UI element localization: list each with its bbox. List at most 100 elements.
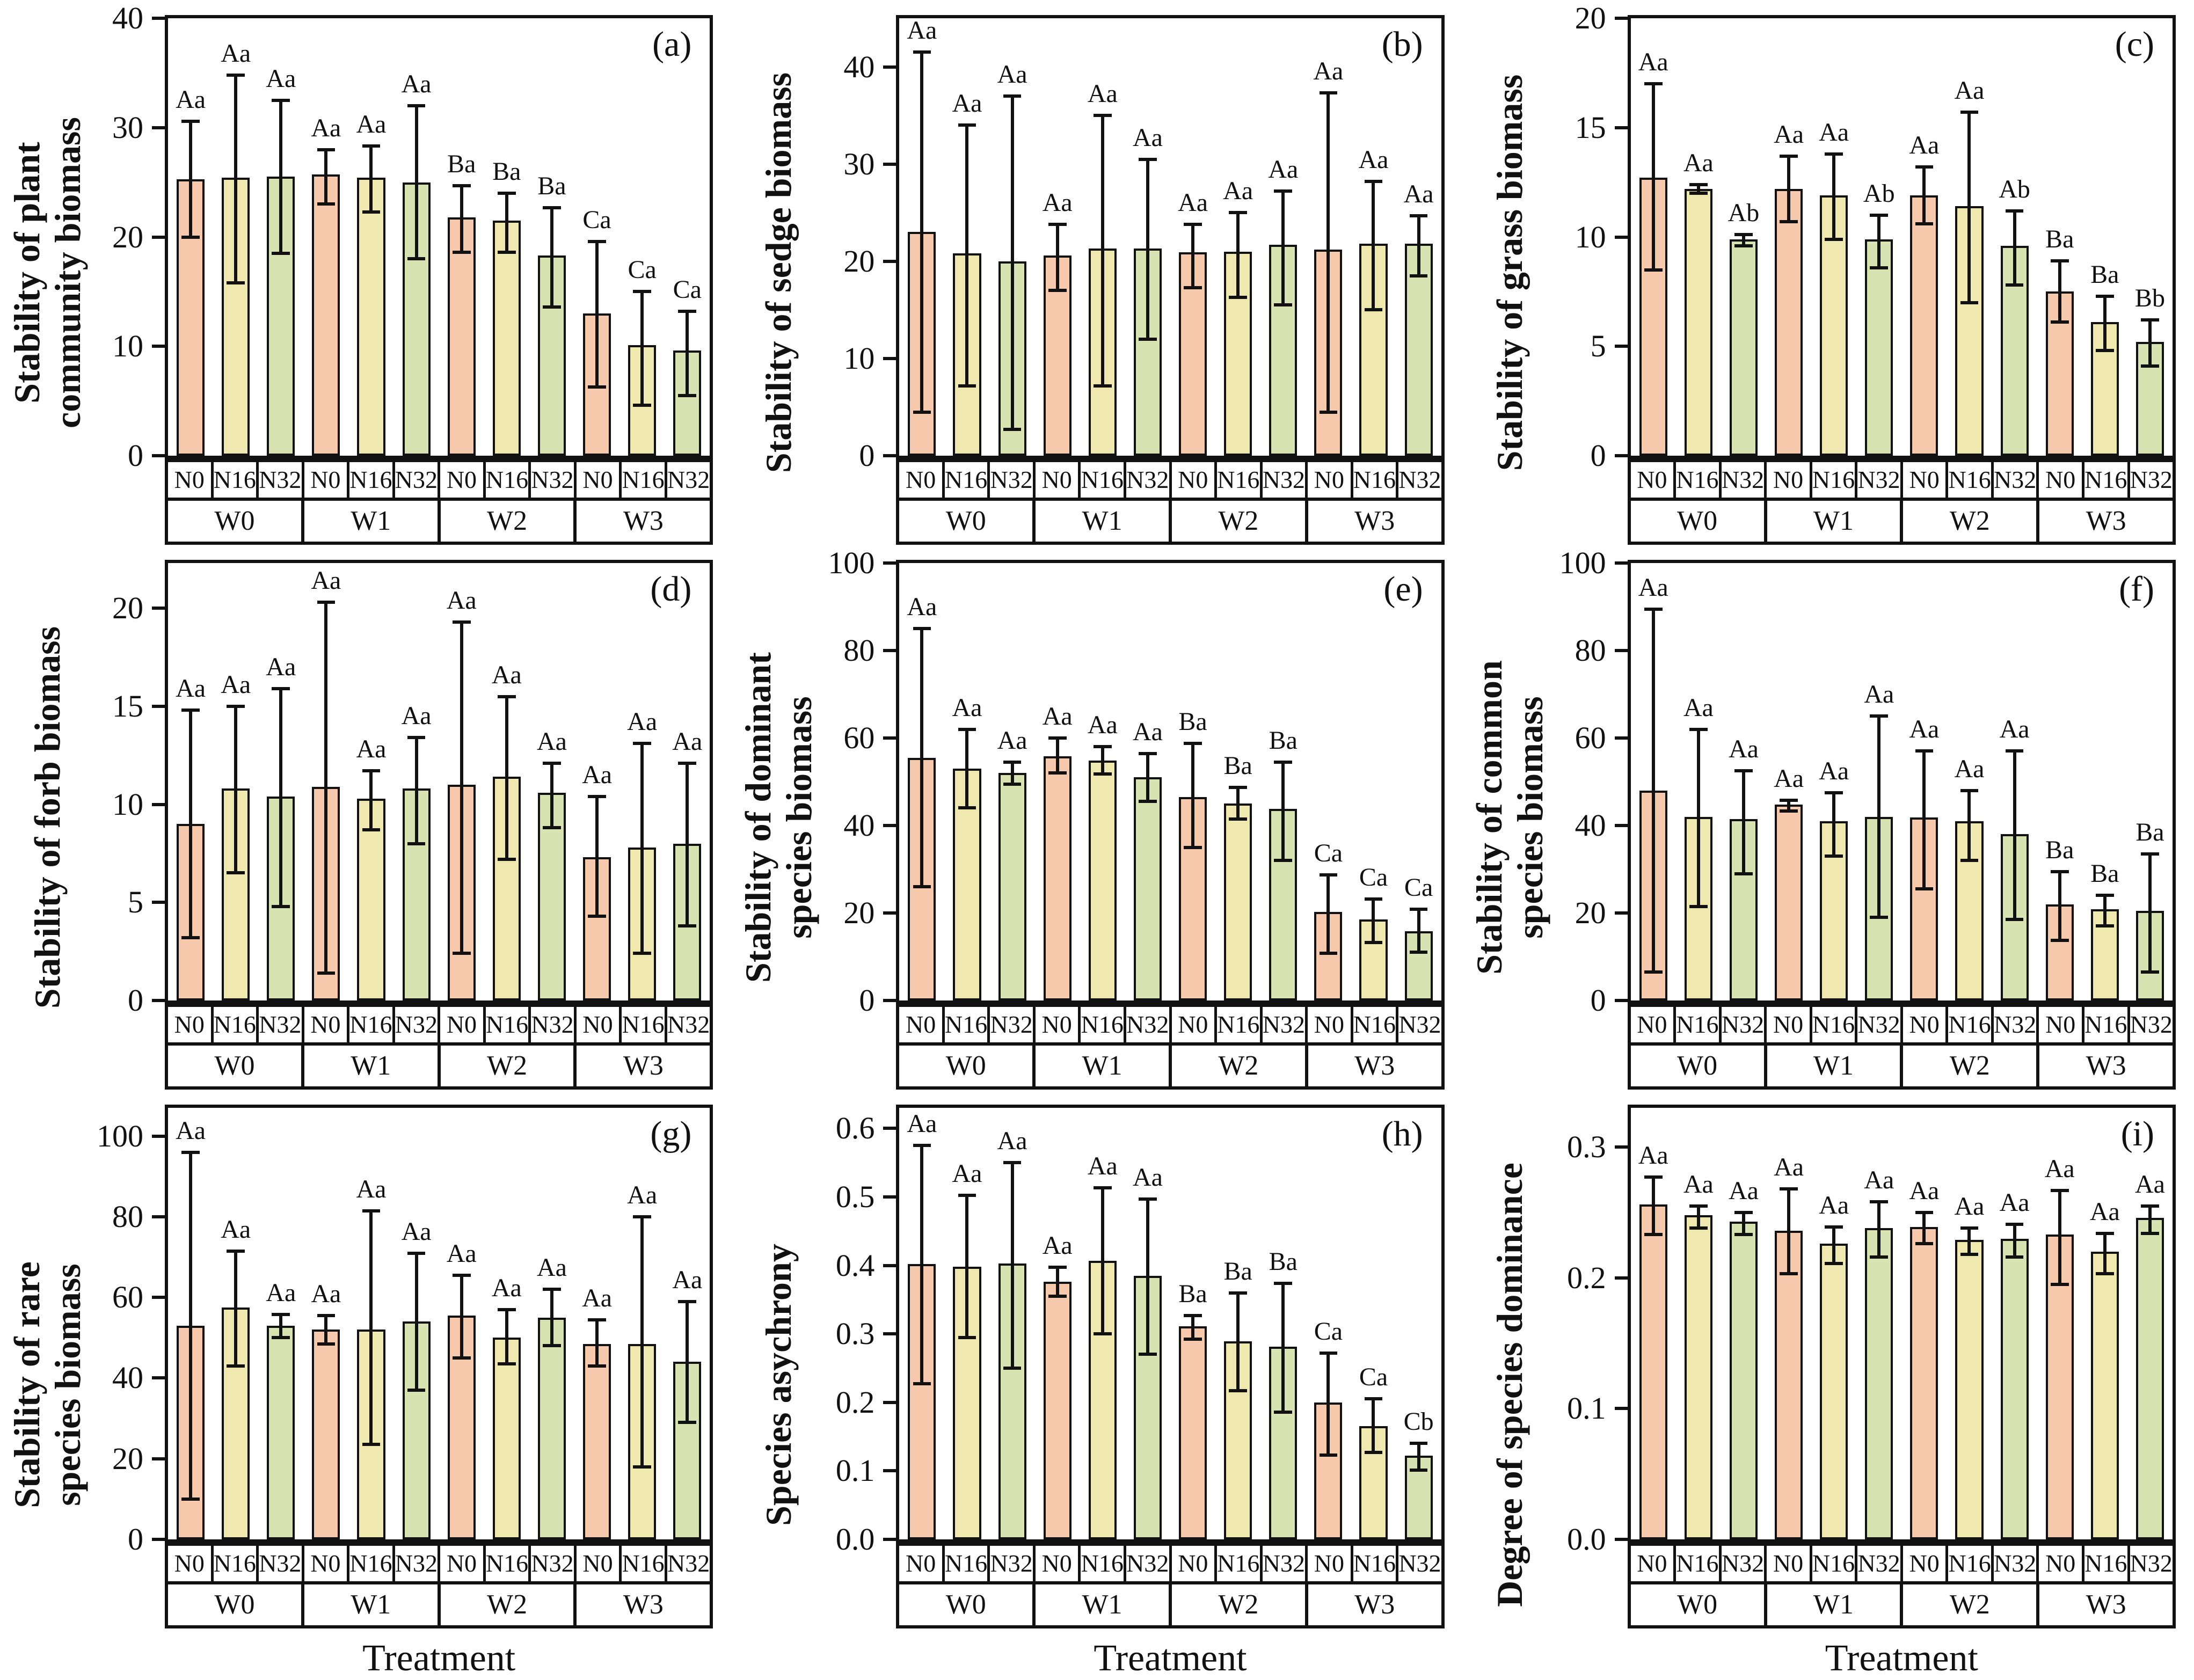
n-cell-h-W2-N32: N32 <box>1263 1546 1308 1581</box>
error-cap-high-i-W1-N16 <box>1825 1225 1843 1229</box>
error-cap-high-h-W2-N16 <box>1229 1291 1247 1295</box>
error-cap-high-b-W3-N32 <box>1409 214 1428 217</box>
bar-a-W2-N0 <box>447 217 476 456</box>
n-cell-d-W3-N0: N0 <box>577 1007 622 1042</box>
y-tick-mark <box>1614 1538 1628 1541</box>
nitrogen-label-row-g: N0 N16 N32 N0 N16 N32 N0 N16 N32 N0 N16 N32 <box>165 1543 713 1584</box>
y-axis-label-g: Stability of rare species biomass <box>6 1261 88 1508</box>
nitrogen-label-row-a: N0 N16 N32 N0 N16 N32 N0 N16 N32 N0 N16 N32 <box>165 459 713 501</box>
error-cap-high-e-W2-N32 <box>1274 760 1293 764</box>
error-cap-low-i-W2-N16 <box>1960 1252 1979 1256</box>
error-cap-high-a-W1-N16 <box>362 144 381 148</box>
plot-row-i: 0.0 0.1 0.2 0.3 (i) Aa Aa Aa Aa Aa Aa Aa Aa Aa Aa Aa Aa <box>1557 1105 2176 1555</box>
n-cell-a-W0-N16: N16 <box>214 462 259 498</box>
n-cell-a-W2-N16: N16 <box>486 462 531 498</box>
y-tick-mark <box>883 649 896 652</box>
error-cap-low-c-W2-N0 <box>1915 222 1934 226</box>
error-cap-high-a-W0-N0 <box>181 119 200 123</box>
error-cap-high-e-W3-N16 <box>1364 897 1383 901</box>
sig-letter-f-W3-N32: Ba <box>2135 817 2164 846</box>
sig-letter-b-W2-N0: Aa <box>1178 188 1208 217</box>
y-tick-label: 0 <box>128 983 143 1018</box>
y-tick-mark <box>152 1296 165 1299</box>
w-cell-g-W1: W1 <box>304 1584 441 1625</box>
y-tick-label: 40 <box>1575 808 1606 843</box>
error-cap-high-e-W1-N32 <box>1139 751 1157 755</box>
error-cap-low-e-W3-N0 <box>1319 951 1338 955</box>
y-tick-label: 10 <box>112 328 143 364</box>
error-bar-c-W0-N0 <box>1651 84 1655 270</box>
error-cap-high-b-W3-N0 <box>1319 91 1338 95</box>
sig-letter-i-W2-N0: Aa <box>1909 1176 1940 1205</box>
error-cap-high-c-W2-N16 <box>1960 111 1979 114</box>
sig-letter-h-W0-N0: Aa <box>907 1109 937 1138</box>
plot-area-c: (c) Aa Aa Ab Aa Aa Ab Aa Aa Ab Ba Ba Bb <box>1627 15 2176 459</box>
error-cap-high-c-W3-N16 <box>2096 294 2114 298</box>
n-cell-d-W2-N0: N0 <box>440 1007 486 1042</box>
n-cell-d-W1-N0: N0 <box>304 1007 350 1042</box>
n-cell-h-W0-N32: N32 <box>990 1546 1036 1581</box>
error-bar-d-W1-N32 <box>414 737 418 844</box>
n-cell-h-W2-N0: N0 <box>1172 1546 1218 1581</box>
water-label-row-f: W0 W1 W2 W3 <box>1627 1046 2176 1090</box>
error-cap-high-h-W3-N32 <box>1409 1442 1428 1445</box>
error-bar-b-W1-N32 <box>1146 159 1149 339</box>
n-cell-d-W1-N32: N32 <box>395 1007 441 1042</box>
y-axis-ticks-b: 0 10 20 30 40 <box>825 15 896 471</box>
sig-letter-c-W1-N32: Ab <box>1863 179 1895 208</box>
y-axis-label-line: Stability of common <box>1469 660 1510 975</box>
error-bar-a-W2-N0 <box>460 185 463 253</box>
error-bar-b-W3-N32 <box>1417 215 1420 276</box>
n-cell-a-W1-N0: N0 <box>304 462 350 498</box>
w-cell-f-W3: W3 <box>2086 1050 2126 1081</box>
y-tick-label: 60 <box>843 720 875 755</box>
error-cap-low-c-W1-N32 <box>1870 266 1889 269</box>
sig-letter-d-W3-N16: Aa <box>627 707 658 736</box>
error-cap-low-d-W2-N32 <box>543 826 561 830</box>
sig-letter-a-W0-N0: Aa <box>176 85 206 114</box>
y-axis-label-area-b: Stability of sedge biomass <box>731 0 825 545</box>
error-cap-high-f-W1-N16 <box>1825 791 1843 794</box>
sig-letter-c-W0-N0: Aa <box>1638 48 1668 77</box>
n-cell-h-W1-N0: N0 <box>1036 1546 1081 1581</box>
y-tick-label: 30 <box>843 146 875 181</box>
error-cap-low-i-W3-N0 <box>2050 1282 2069 1286</box>
y-axis-label-area-g: Stability of rare species biomass <box>0 1090 94 1680</box>
error-cap-high-d-W0-N0 <box>181 708 200 712</box>
sig-letter-f-W0-N32: Aa <box>1728 735 1759 764</box>
sig-letter-g-W1-N16: Aa <box>356 1174 387 1203</box>
error-cap-low-a-W1-N32 <box>407 257 426 261</box>
error-cap-low-e-W0-N32 <box>1003 782 1022 786</box>
error-cap-low-c-W2-N32 <box>2005 283 2024 287</box>
sig-letter-g-W0-N32: Aa <box>266 1278 296 1307</box>
error-cap-high-g-W1-N32 <box>407 1251 426 1255</box>
error-cap-low-d-W0-N0 <box>181 936 200 940</box>
y-tick-mark <box>1614 1407 1628 1411</box>
error-cap-high-b-W0-N0 <box>913 50 931 54</box>
sig-letter-a-W2-N16: Ba <box>492 157 521 186</box>
n-cell-b-W1-N16: N16 <box>1081 462 1126 498</box>
y-axis-label-area-c: Stability of grass biomass <box>1463 0 1557 545</box>
y-tick-mark <box>883 911 896 915</box>
error-bar-a-W0-N16 <box>234 75 238 283</box>
y-tick-label: 20 <box>112 590 143 626</box>
sig-letter-e-W1-N32: Aa <box>1132 717 1163 746</box>
w-cell-i-W2: W2 <box>1903 1584 2040 1625</box>
error-cap-high-d-W3-N16 <box>633 742 651 746</box>
error-cap-high-f-W1-N0 <box>1780 798 1798 802</box>
w-cell-b-W0: W0 <box>899 501 1036 542</box>
sig-letter-a-W3-N16: Ca <box>628 255 657 284</box>
error-cap-high-g-W1-N16 <box>362 1209 381 1212</box>
n-cell-a-W1-N16: N16 <box>349 462 395 498</box>
y-axis-label-h: Species asychrony <box>758 1244 799 1526</box>
y-tick-mark <box>883 1127 896 1130</box>
sig-letter-f-W2-N32: Aa <box>1999 715 2030 744</box>
n-cell-g-W1-N16: N16 <box>349 1546 395 1581</box>
error-cap-low-c-W3-N16 <box>2096 349 2114 353</box>
error-cap-high-b-W2-N32 <box>1274 189 1293 193</box>
sig-letter-c-W3-N0: Ba <box>2045 225 2074 254</box>
bar-g-W2-N16 <box>492 1338 521 1539</box>
w-cell-i-W0: W0 <box>1631 1584 1767 1625</box>
error-cap-high-a-W3-N0 <box>588 239 606 243</box>
y-tick-label: 40 <box>843 808 875 843</box>
